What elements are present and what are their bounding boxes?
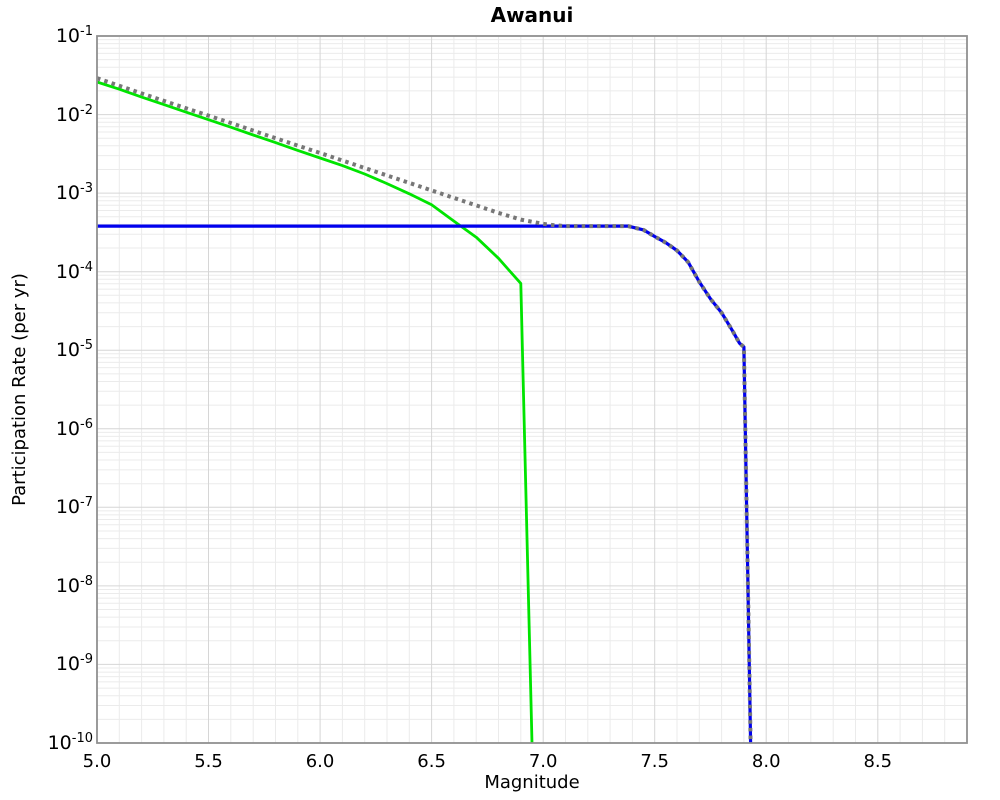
y-tick-label: 10-6 xyxy=(55,416,93,440)
y-tick-label: 10-10 xyxy=(47,731,93,754)
x-tick-label: 6.0 xyxy=(305,751,335,772)
y-tick-label: 10-8 xyxy=(55,573,93,597)
y-tick-label: 10-4 xyxy=(55,259,93,283)
x-tick-label: 6.5 xyxy=(417,751,446,772)
x-tick-label: 5.0 xyxy=(82,751,112,772)
y-tick-label: 10-9 xyxy=(55,652,93,676)
minor-gridlines xyxy=(97,36,967,743)
plot-border xyxy=(96,35,968,744)
x-tick-label: 7.5 xyxy=(640,751,669,772)
series-group xyxy=(97,76,753,743)
x-tick-label: 7.0 xyxy=(528,751,558,772)
x-tick-label: 8.0 xyxy=(751,751,781,772)
x-tick-label: 8.5 xyxy=(863,751,893,772)
x-axis-label: Magnitude xyxy=(484,772,580,793)
y-tick-label: 10-5 xyxy=(55,338,93,362)
y-tick-label: 10-3 xyxy=(55,181,93,205)
x-tick-label: 5.5 xyxy=(194,751,223,772)
y-axis-label-container: Participation Rate (per yr) xyxy=(0,36,38,743)
chart-title: Awanui xyxy=(490,3,574,27)
major-gridlines xyxy=(97,36,967,743)
y-tick-label: 10-1 xyxy=(55,24,93,47)
y-axis-label: Participation Rate (per yr) xyxy=(8,273,30,506)
y-tick-label: 10-2 xyxy=(55,102,93,126)
y-tick-label: 10-7 xyxy=(55,495,93,519)
series-green-solid-line xyxy=(97,80,534,743)
